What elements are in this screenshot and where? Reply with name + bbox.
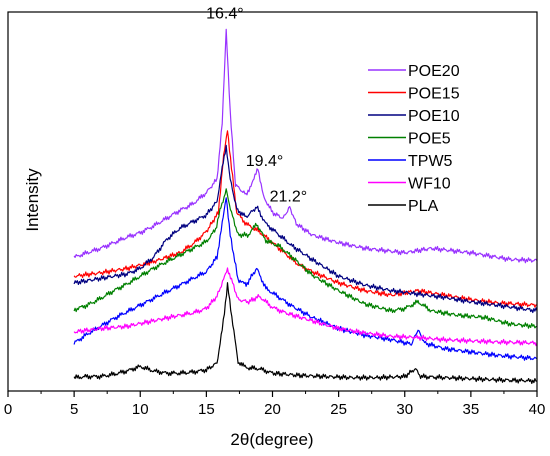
- x-tick-label: 40: [529, 401, 546, 418]
- legend-label-tpw5: TPW5: [408, 153, 453, 170]
- ticks-layer: 0 5 10 15 20 25 30 35 40: [4, 391, 546, 418]
- series-line-pla: [73, 282, 538, 384]
- x-tick-label: 0: [4, 401, 12, 418]
- legend-label-poe5: POE5: [408, 131, 451, 148]
- annotation-layer: 16.4° 19.4° 21.2°: [206, 6, 307, 206]
- peak-annotation: 19.4°: [246, 153, 284, 170]
- x-tick-label: 10: [132, 401, 149, 418]
- x-tick-label: 20: [264, 401, 281, 418]
- legend-label-poe10: POE10: [408, 108, 460, 125]
- x-tick-label: 25: [330, 401, 347, 418]
- x-tick-label: 30: [396, 401, 413, 418]
- series-line-poe20: [73, 28, 538, 264]
- series-line-poe5: [73, 188, 538, 329]
- x-tick-label: 15: [198, 401, 215, 418]
- x-tick-label: 35: [463, 401, 480, 418]
- peak-annotation: 21.2°: [270, 189, 308, 206]
- series-line-tpw5: [73, 197, 538, 361]
- legend-label-poe20: POE20: [408, 63, 460, 80]
- peak-annotation: 16.4°: [206, 6, 244, 23]
- series-line-poe15: [73, 130, 538, 308]
- series-layer: [73, 28, 538, 384]
- y-axis-label: Intensity: [23, 168, 42, 232]
- x-tick-label: 5: [70, 401, 78, 418]
- x-axis-label: 2θ(degree): [230, 430, 313, 449]
- legend-label-wf10: WF10: [408, 176, 451, 193]
- series-line-wf10: [73, 267, 538, 347]
- legend-label-pla: PLA: [408, 198, 439, 215]
- legend: POE20 POE15 POE10 POE5 TPW5 WF10 PLA: [368, 63, 460, 215]
- legend-label-poe15: POE15: [408, 86, 460, 103]
- series-line-poe10: [73, 144, 538, 314]
